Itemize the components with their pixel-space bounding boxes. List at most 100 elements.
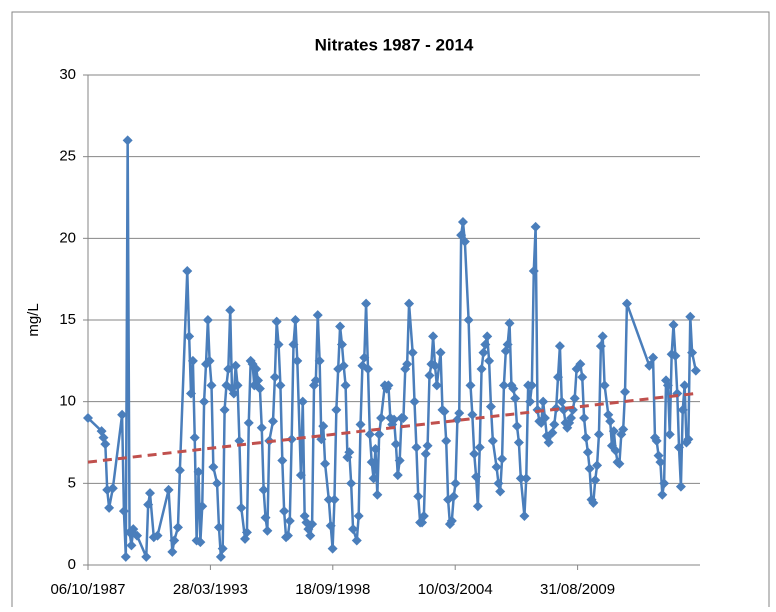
data-point	[597, 331, 608, 342]
data-point	[172, 522, 183, 533]
data-point	[435, 347, 446, 358]
data-point	[187, 355, 198, 366]
data-point	[284, 515, 295, 526]
data-point	[538, 396, 549, 407]
data-point	[662, 380, 673, 391]
data-point	[508, 383, 519, 394]
data-point	[554, 341, 565, 352]
data-point	[549, 419, 560, 430]
data-point	[152, 530, 163, 541]
data-point	[491, 462, 502, 472]
data-point	[353, 511, 364, 521]
data-point	[307, 519, 318, 530]
data-point	[530, 221, 541, 232]
data-point	[348, 524, 359, 535]
data-point	[648, 352, 659, 363]
data-point	[476, 364, 487, 374]
data-point	[513, 437, 524, 448]
data-point	[199, 396, 210, 407]
data-point	[370, 444, 381, 455]
data-point	[344, 447, 355, 458]
data-point	[141, 551, 152, 562]
data-point	[223, 364, 234, 374]
data-point	[664, 429, 675, 440]
data-point	[290, 315, 301, 325]
data-point	[472, 501, 483, 512]
data-point	[448, 491, 459, 502]
y-tick-label: 20	[59, 229, 76, 246]
data-point	[485, 401, 496, 412]
data-point	[521, 473, 532, 484]
data-point	[430, 360, 441, 371]
data-point	[144, 488, 155, 499]
data-point	[482, 331, 493, 342]
data-point	[579, 413, 590, 423]
data-point	[605, 416, 616, 427]
chart-border	[11, 11, 770, 612]
data-point	[584, 463, 595, 474]
data-point	[454, 408, 465, 419]
data-point	[361, 298, 372, 309]
data-point	[351, 535, 362, 546]
data-point	[258, 484, 269, 495]
data-point	[122, 135, 133, 146]
data-point	[480, 339, 491, 350]
data-point	[225, 305, 236, 316]
data-point	[407, 347, 418, 358]
data-point	[420, 448, 431, 459]
data-point	[277, 455, 288, 466]
data-point	[372, 489, 383, 500]
data-point	[336, 339, 347, 350]
data-point	[577, 372, 588, 383]
data-point	[502, 339, 513, 350]
y-tick-label: 25	[59, 148, 76, 165]
data-point	[569, 393, 580, 404]
data-point	[404, 298, 415, 309]
data-point	[120, 551, 131, 562]
data-point	[463, 315, 474, 325]
data-point	[286, 434, 297, 445]
data-point	[556, 396, 567, 407]
data-point	[228, 388, 239, 399]
data-point	[215, 551, 226, 562]
data-point	[83, 413, 93, 423]
data-point	[446, 515, 457, 526]
y-tick-label: 10	[59, 393, 76, 410]
data-point	[364, 429, 375, 440]
data-point	[260, 512, 271, 523]
data-point	[184, 331, 195, 342]
data-point	[467, 409, 478, 420]
data-point	[292, 355, 303, 366]
data-point	[279, 506, 290, 517]
data-point	[411, 442, 422, 453]
data-point	[493, 478, 504, 489]
data-point	[219, 404, 230, 415]
data-point	[107, 483, 118, 494]
data-point	[295, 470, 306, 481]
x-tick-label: 06/10/1987	[50, 581, 125, 598]
y-tick-label: 5	[68, 474, 76, 491]
data-point	[189, 432, 200, 443]
data-point	[683, 434, 694, 445]
data-point	[690, 365, 701, 376]
data-point	[143, 499, 154, 510]
data-point	[685, 311, 696, 322]
data-point	[383, 380, 394, 391]
data-point	[323, 494, 334, 505]
x-tick-label: 18/09/1998	[295, 581, 370, 598]
data-point	[610, 445, 621, 456]
data-point	[169, 535, 180, 546]
data-point	[366, 457, 377, 468]
data-point	[679, 380, 690, 391]
data-point	[459, 236, 470, 247]
data-point	[327, 543, 338, 554]
data-point	[456, 230, 467, 241]
data-point	[543, 437, 554, 448]
data-point	[519, 511, 530, 521]
data-point	[553, 372, 564, 383]
data-point	[320, 458, 331, 469]
x-tick-label: 10/03/2004	[418, 581, 493, 598]
data-point	[593, 429, 604, 440]
data-point	[528, 266, 539, 276]
